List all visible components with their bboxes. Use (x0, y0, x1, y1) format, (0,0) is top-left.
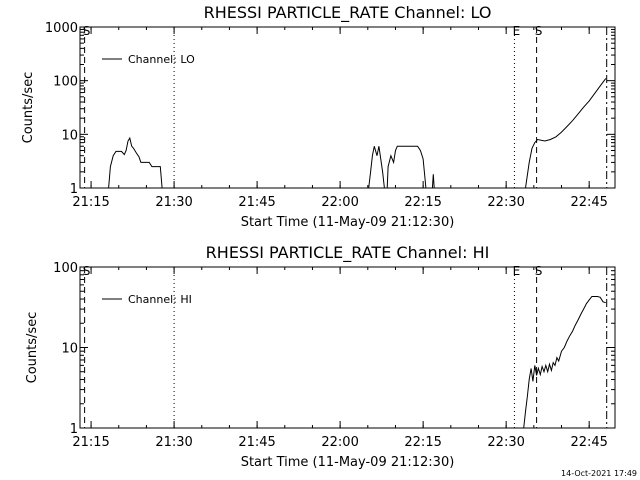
legend-label: Channel: LO (128, 53, 195, 66)
x-tick-label: 22:45 (570, 195, 607, 210)
x-tick-label: 21:45 (238, 435, 275, 450)
plot-frame (79, 26, 616, 189)
x-tick-label: 22:30 (487, 195, 524, 210)
series-line-segment (108, 136, 163, 189)
x-tick-label: 21:15 (72, 195, 109, 210)
event-marker-label: S (83, 24, 91, 38)
y-tick-label: 1000 (45, 21, 78, 36)
y-axis-label: Counts/sec (21, 72, 36, 144)
series-line-segment (431, 174, 435, 189)
event-marker-label: E (513, 24, 521, 38)
x-tick-label: 22:45 (570, 435, 607, 450)
event-marker-label: E (513, 264, 521, 278)
x-tick-label: 21:15 (72, 435, 109, 450)
chart-panel-lo: RHESSI PARTICLE_RATE Channel: LO 21:15 21:… (21, 3, 616, 230)
series-line-segment (386, 145, 427, 189)
y-axis-label: Counts/sec (25, 312, 40, 384)
event-marker-label: S (535, 264, 543, 278)
x-tick-label: 22:15 (404, 195, 441, 210)
x-axis-label: Start Time (11-May-09 21:12:30) (241, 215, 455, 230)
x-tick-label: 22:00 (321, 195, 358, 210)
x-tick-label: 22:00 (321, 435, 358, 450)
chart-title: RHESSI PARTICLE_RATE Channel: LO (204, 3, 492, 23)
series-line-segment (525, 78, 607, 189)
y-tick-label: 10 (61, 128, 78, 143)
legend-label: Channel: HI (128, 293, 192, 306)
x-tick-label: 22:30 (487, 435, 524, 450)
x-tick-label: 21:30 (155, 435, 192, 450)
x-tick-label: 22:15 (404, 435, 441, 450)
series-line-segment (523, 296, 606, 429)
timestamp-label: 14-Oct-2021 17:49 (561, 469, 637, 478)
x-tick-label: 21:30 (155, 195, 192, 210)
event-marker-label: S (535, 24, 543, 38)
y-tick-label: 100 (53, 75, 78, 90)
x-tick-label: 21:45 (238, 195, 275, 210)
y-tick-label: 1 (70, 422, 78, 437)
y-tick-label: 10 (61, 342, 78, 357)
x-axis-label: Start Time (11-May-09 21:12:30) (241, 455, 455, 470)
plot-frame (79, 266, 616, 429)
series-line-segment (368, 146, 385, 189)
chart-title: RHESSI PARTICLE_RATE Channel: HI (206, 243, 490, 263)
y-tick-label: 100 (53, 261, 78, 276)
y-tick-label: 1 (70, 182, 78, 197)
chart-panel-hi: RHESSI PARTICLE_RATE Channel: HI 21:15 21:… (25, 243, 616, 470)
event-marker-label: S (83, 264, 91, 278)
